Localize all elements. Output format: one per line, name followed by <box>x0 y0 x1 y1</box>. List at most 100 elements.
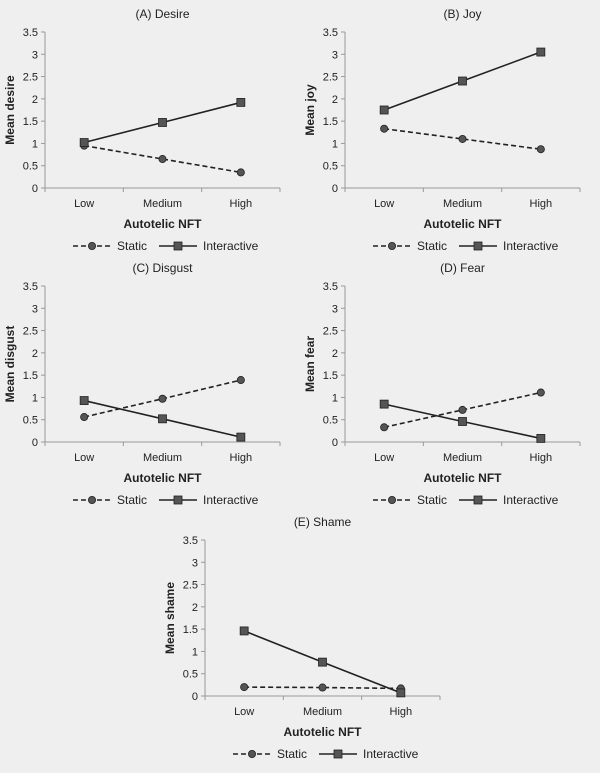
y-tick-label: 0 <box>332 437 338 449</box>
data-point-interactive <box>158 414 167 424</box>
data-point-interactive <box>458 76 467 86</box>
y-tick-label: 1 <box>32 138 38 150</box>
x-tick-label: Low <box>74 198 94 210</box>
data-point-static <box>380 423 389 432</box>
y-tick-label: 0 <box>32 183 38 195</box>
y-tick-label: 0 <box>32 437 38 449</box>
y-tick-label: 1.5 <box>23 370 38 382</box>
y-tick-label: 0 <box>332 183 338 195</box>
chart-title: (C) Disgust <box>132 261 193 275</box>
legend-label-static: Static <box>117 239 147 253</box>
chart-svg-fear: (D) Fear Mean fear 0 0.5 1 1.5 2 2.5 3 3.5 Low Medi… <box>303 261 581 507</box>
y-tick-label: 0.5 <box>23 415 38 427</box>
chart-svg-disgust: (C) Disgust Mean disgust 0 0.5 1 1.5 2 2.5 3 3.5 L… <box>3 261 281 507</box>
legend-marker-interactive <box>333 749 343 759</box>
x-axis-label: Autotelic NFT <box>124 471 203 485</box>
data-point-static <box>236 168 245 177</box>
data-point-static <box>80 413 89 422</box>
legend-marker-static <box>388 241 397 250</box>
data-point-interactive <box>318 657 327 667</box>
y-tick-label: 1 <box>32 392 38 404</box>
legend-label-interactive: Interactive <box>363 747 419 761</box>
y-tick-label: 2 <box>332 348 338 360</box>
data-point-interactive <box>536 47 546 57</box>
data-point-static <box>380 124 389 133</box>
data-point-static <box>158 155 167 164</box>
y-tick-label: 1.5 <box>323 370 338 382</box>
x-axis-label: Autotelic NFT <box>284 725 363 739</box>
y-tick-label: 1 <box>332 138 338 150</box>
data-point-interactive <box>396 688 406 698</box>
y-tick-label: 0.5 <box>23 161 38 173</box>
y-tick-label: 0 <box>192 691 198 703</box>
y-tick-label: 3.5 <box>323 281 338 293</box>
y-tick-label: 1 <box>332 392 338 404</box>
y-axis-label: Mean joy <box>303 84 317 136</box>
y-tick-label: 3 <box>32 303 38 315</box>
y-tick-label: 1.5 <box>23 116 38 128</box>
y-tick-label: 0.5 <box>323 161 338 173</box>
x-axis-label: Autotelic NFT <box>124 217 203 231</box>
x-tick-label: Medium <box>143 452 182 464</box>
y-tick-label: 0.5 <box>183 669 198 681</box>
data-point-interactive <box>158 118 167 127</box>
x-tick-label: Low <box>374 198 394 210</box>
x-axis-label: Autotelic NFT <box>424 471 503 485</box>
series-line-static <box>384 127 541 151</box>
y-tick-label: 1.5 <box>183 624 198 636</box>
data-point-static <box>458 405 467 414</box>
y-tick-label: 2.5 <box>23 326 38 338</box>
y-tick-label: 1 <box>192 646 198 658</box>
y-tick-label: 2.5 <box>183 580 198 592</box>
legend-marker-interactive <box>473 495 483 505</box>
y-tick-label: 3.5 <box>323 27 338 39</box>
y-axis-label: Mean fear <box>303 336 317 392</box>
data-point-static <box>318 683 327 692</box>
legend-label-interactive: Interactive <box>203 239 259 253</box>
data-point-static <box>536 388 545 397</box>
y-axis-label: Mean disgust <box>3 326 17 403</box>
y-tick-label: 3 <box>332 303 338 315</box>
x-tick-label: Medium <box>303 706 342 718</box>
x-tick-label: Medium <box>143 198 182 210</box>
data-point-static <box>236 376 245 385</box>
chart-title: (D) Fear <box>440 261 485 275</box>
series-line-static <box>84 144 241 174</box>
y-axis-label: Mean desire <box>3 75 17 145</box>
legend-marker-static <box>88 495 97 504</box>
chart-svg-joy: (B) Joy Mean joy 0 0.5 1 1.5 2 2.5 3 3.5 Low Medium… <box>303 7 581 253</box>
data-point-interactive <box>236 432 246 442</box>
data-point-static <box>458 134 467 143</box>
data-point-static <box>158 394 167 403</box>
legend-label-interactive: Interactive <box>203 493 259 507</box>
y-tick-label: 2.5 <box>23 72 38 84</box>
y-tick-label: 2 <box>332 94 338 106</box>
y-axis-label: Mean shame <box>163 582 177 654</box>
y-tick-label: 3 <box>192 557 198 569</box>
data-point-interactive <box>236 98 246 107</box>
x-axis-label: Autotelic NFT <box>424 217 503 231</box>
x-tick-label: Low <box>74 452 94 464</box>
chart-svg-shame: (E) Shame Mean shame 0 0.5 1 1.5 2 2.5 3 3.5 Low Me… <box>163 515 441 761</box>
chart-panel-fear: (D) Fear Mean fear 0 0.5 1 1.5 2 2.5 3 3.5 Low Medi… <box>300 254 590 507</box>
x-tick-label: Medium <box>443 452 482 464</box>
x-tick-label: High <box>390 706 413 718</box>
y-tick-label: 3.5 <box>23 281 38 293</box>
chart-panel-joy: (B) Joy Mean joy 0 0.5 1 1.5 2 2.5 3 3.5 Low Medium… <box>300 0 590 253</box>
y-tick-label: 2 <box>32 348 38 360</box>
y-tick-label: 3 <box>32 49 38 61</box>
chart-panel-disgust: (C) Disgust Mean disgust 0 0.5 1 1.5 2 2.5 3 3.5 L… <box>0 254 290 507</box>
y-tick-label: 3.5 <box>23 27 38 39</box>
data-point-interactive <box>79 396 89 405</box>
y-tick-label: 0.5 <box>323 415 338 427</box>
x-tick-label: Low <box>374 452 394 464</box>
x-tick-label: Medium <box>443 198 482 210</box>
legend-marker-interactive <box>173 241 183 251</box>
x-tick-label: High <box>530 452 553 464</box>
y-tick-label: 2.5 <box>323 72 338 84</box>
y-tick-label: 1.5 <box>323 116 338 128</box>
legend-label-interactive: Interactive <box>503 239 559 253</box>
legend-marker-interactive <box>173 495 183 505</box>
legend-label-static: Static <box>417 239 447 253</box>
legend-label-interactive: Interactive <box>503 493 559 507</box>
